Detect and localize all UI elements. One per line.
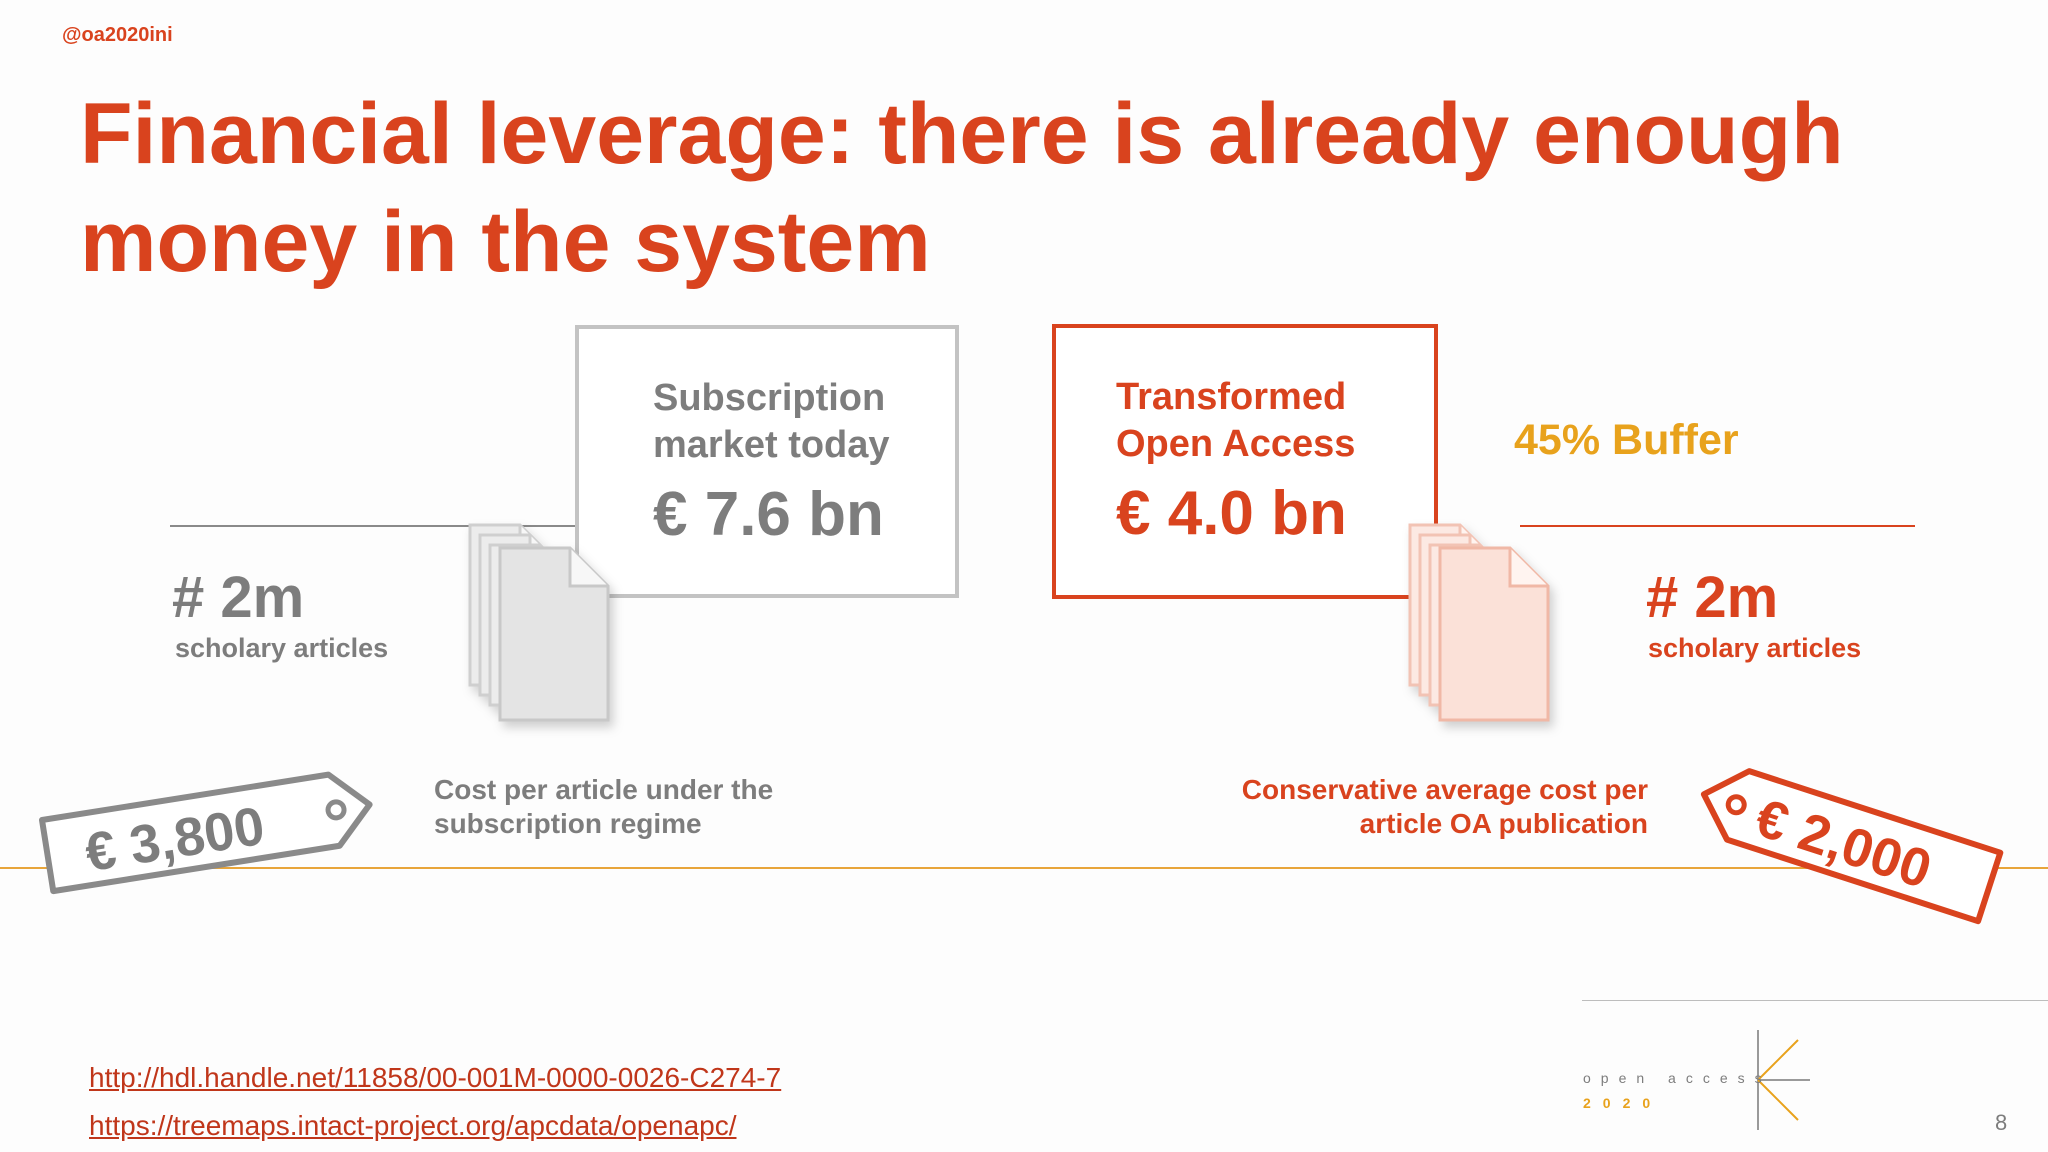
left-cost-note: Cost per article under the subscription … [434,774,774,839]
subscription-label: Subscription market today [653,377,890,466]
right-price-tag: € 2,000 [1700,768,2004,925]
logo-text: open access [1583,1070,1772,1086]
link-openapc-treemaps[interactable]: https://treemaps.intact-project.org/apcd… [89,1110,737,1141]
open-access-label: Transformed Open Access [1116,376,1356,465]
oa2020-logo-icon [1757,1030,1810,1130]
right-document-stack-icon [1408,523,1550,722]
page-number: 8 [1995,1110,2008,1135]
subscription-market-box: Subscription market today € 7.6 bn [575,325,959,598]
footer-rule [1582,1000,2048,1001]
left-article-label: scholary articles [175,633,389,663]
twitter-handle: @oa2020ini [62,24,173,46]
logo-year: 2020 [1583,1095,1663,1111]
right-article-label: scholary articles [1648,633,1862,663]
page-title: Financial leverage: there is already eno… [80,86,1844,290]
right-divider-line [1520,525,1915,527]
link-hdl-handle[interactable]: http://hdl.handle.net/11858/00-001M-0000… [89,1062,782,1093]
left-article-count: # 2m [172,565,305,630]
open-access-box: Transformed Open Access € 4.0 bn [1052,324,1438,599]
right-cost-note: Conservative average cost per article OA… [1241,774,1648,839]
right-article-count: # 2m [1646,565,1779,630]
left-document-stack-icon [468,523,610,722]
baseline-rule [0,867,2048,869]
reference-links: http://hdl.handle.net/11858/00-001M-0000… [89,1054,781,1150]
open-access-value: € 4.0 bn [1116,479,1347,548]
left-divider-line [170,525,606,527]
subscription-value: € 7.6 bn [653,480,884,549]
buffer-label: 45% Buffer [1514,416,1739,464]
left-price-tag: € 3,800 [39,771,373,895]
